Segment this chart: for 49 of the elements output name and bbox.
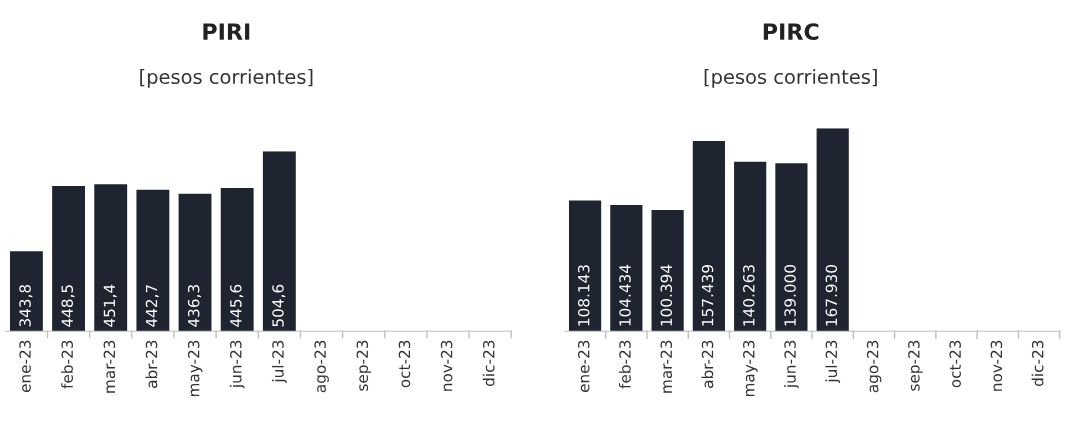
data-label: 167.930: [825, 264, 838, 326]
chart-subtitle: [pesos corrientes]: [704, 69, 877, 88]
x-tick-label: abr-23: [145, 340, 158, 388]
x-tick-label: jul-23: [825, 340, 841, 383]
x-tick-label: jun-23: [784, 340, 799, 389]
x-tick-label: may-23: [187, 340, 203, 397]
data-label: 445,6: [230, 284, 244, 327]
x-tick-label: mar-23: [103, 340, 116, 393]
x-tick-label: ene-23: [19, 340, 31, 393]
data-label: 100.394: [660, 264, 673, 326]
x-tick-label: jun-23: [229, 340, 245, 389]
data-label: 157.439: [701, 265, 714, 326]
data-label: 442,7: [145, 285, 159, 327]
bar: [610, 205, 643, 332]
x-tick-label: jul-23: [271, 340, 287, 383]
bar: [775, 163, 808, 332]
data-label: 343,8: [19, 284, 33, 327]
data-label: 436,3: [187, 285, 202, 327]
x-tick-label: sep-23: [356, 340, 372, 391]
data-label: 451,4: [103, 284, 117, 327]
chart-title: PIRI: [203, 23, 250, 40]
data-label: 140.263: [743, 265, 755, 326]
x-tick-label: sep-23: [908, 340, 923, 391]
x-tick-label: nov-23: [990, 340, 1003, 391]
x-tick-label: ago-23: [314, 340, 329, 393]
bar: [568, 200, 602, 332]
data-label: 504,6: [272, 284, 286, 327]
chart-subtitle: [pesos corrientes]: [140, 69, 313, 88]
x-tick-label: ene-23: [577, 340, 590, 393]
bar: [692, 141, 725, 332]
data-label: 448,5: [61, 285, 75, 327]
data-label: 108.143: [577, 265, 590, 326]
x-tick-label: feb-23: [61, 340, 73, 389]
x-tick-label: dic-23: [482, 340, 495, 386]
bar: [734, 161, 767, 332]
x-tick-label: dic-23: [1031, 340, 1044, 386]
chart-title: PIRC: [763, 23, 819, 41]
x-tick-label: mar-23: [660, 340, 673, 393]
x-tick-label: oct-23: [398, 340, 411, 388]
x-tick-label: oct-23: [949, 340, 961, 388]
x-tick-label: may-23: [743, 340, 758, 397]
data-label: 139.000: [784, 264, 796, 326]
bar: [651, 209, 684, 332]
x-tick-label: ago-23: [866, 340, 882, 393]
x-tick-label: nov-23: [440, 340, 453, 391]
data-label: 104.434: [619, 264, 631, 326]
bar: [816, 128, 849, 332]
x-tick-label: abr-23: [701, 340, 714, 388]
x-tick-label: feb-23: [618, 340, 631, 389]
